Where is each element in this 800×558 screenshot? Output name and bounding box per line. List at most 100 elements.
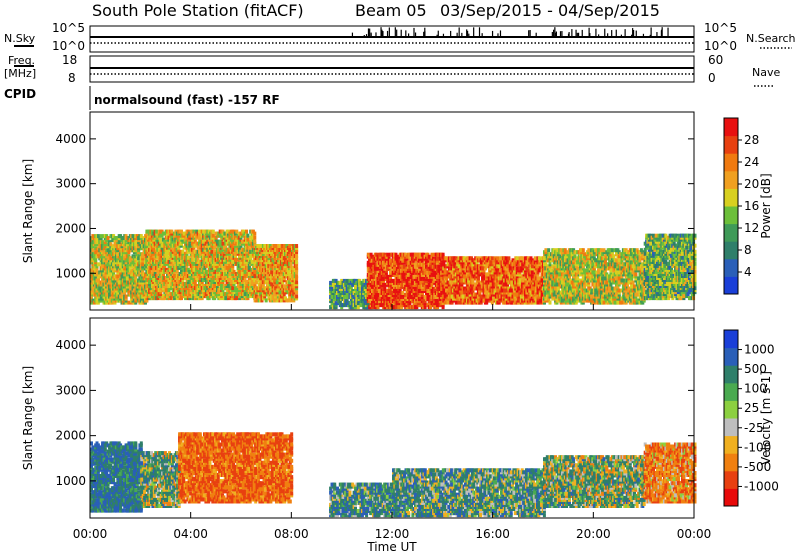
- nsky-label: N.Sky: [4, 32, 36, 45]
- heatmap-cell: [276, 280, 279, 284]
- heatmap-cell: [233, 270, 236, 274]
- heatmap-cell: [212, 230, 215, 234]
- heatmap-cell: [403, 265, 406, 269]
- heatmap-cell: [246, 234, 249, 238]
- heatmap-cell: [155, 230, 158, 234]
- heatmap-cell: [288, 258, 291, 262]
- heatmap-cell: [148, 280, 151, 284]
- heatmap-cell: [343, 295, 346, 299]
- nave-tick-bottom: 0: [708, 71, 716, 85]
- power-heatmap: [90, 230, 697, 310]
- heatmap-cell: [170, 230, 173, 234]
- heatmap-cell: [246, 238, 249, 242]
- heatmap-cell: [424, 305, 427, 309]
- heatmap-cell: [386, 253, 389, 257]
- heatmap-cell: [192, 258, 195, 262]
- heatmap-cell: [428, 255, 431, 259]
- heatmap-cell: [234, 252, 237, 256]
- heatmap-cell: [462, 295, 465, 299]
- freq-unit-label: [MHz]: [4, 67, 36, 80]
- freq-tick-bottom: 8: [68, 71, 76, 85]
- heatmap-cell: [234, 286, 237, 290]
- heatmap-cell: [458, 264, 461, 268]
- heatmap-cell: [210, 250, 213, 254]
- heatmap-cell: [127, 301, 130, 305]
- heatmap-cell: [374, 271, 377, 275]
- heatmap-cell: [255, 280, 258, 284]
- heatmap-cell: [181, 250, 184, 254]
- heatmap-cell: [108, 281, 111, 285]
- heatmap-cell: [188, 244, 191, 248]
- heatmap-cell: [198, 270, 201, 274]
- nsearch-tick-bottom: 10^0: [704, 39, 737, 53]
- heatmap-cell: [295, 294, 298, 298]
- heatmap-cell: [295, 244, 298, 248]
- heatmap-cell: [367, 291, 370, 295]
- heatmap-cell: [335, 301, 338, 305]
- date-range-title: 03/Sep/2015 - 04/Sep/2015: [440, 1, 660, 20]
- heatmap-cell: [253, 240, 256, 244]
- heatmap-cell: [455, 301, 458, 305]
- heatmap-cell: [251, 260, 254, 264]
- heatmap-cell: [256, 244, 259, 248]
- heatmap-cell: [91, 248, 94, 252]
- heatmap-cell: [244, 270, 247, 274]
- freq-tick-top: 18: [62, 53, 77, 67]
- heatmap-cell: [180, 230, 183, 234]
- heatmap-cell: [422, 277, 425, 281]
- heatmap-cell: [442, 281, 445, 285]
- heatmap-cell: [192, 262, 195, 266]
- heatmap-cell: [116, 274, 119, 278]
- heatmap-cell: [295, 254, 298, 258]
- heatmap-cell: [125, 295, 128, 299]
- heatmap-cell: [357, 305, 360, 309]
- heatmap-cell: [266, 274, 269, 278]
- heatmap-cell: [245, 230, 248, 234]
- heatmap-cell: [100, 234, 103, 238]
- heatmap-cell: [245, 280, 248, 284]
- heatmap-cell: [107, 262, 110, 266]
- heatmap-cell: [279, 290, 282, 294]
- heatmap-cell: [407, 273, 410, 277]
- heatmap-cell: [176, 270, 179, 274]
- heatmap-cell: [458, 301, 461, 305]
- nave-tick-top: 60: [708, 53, 723, 67]
- heatmap-cell: [107, 236, 110, 240]
- heatmap-cell: [295, 260, 298, 264]
- heatmap-cell: [431, 253, 434, 257]
- heatmap-cell: [241, 240, 244, 244]
- nsky-spikes: [352, 27, 668, 37]
- heatmap-cell: [159, 238, 162, 242]
- heatmap-cell: [140, 234, 143, 238]
- heatmap-cell: [166, 256, 169, 260]
- heatmap-cell: [253, 236, 256, 240]
- heatmap-cell: [212, 234, 215, 238]
- nsearch-label: N.Search: [746, 32, 796, 45]
- heatmap-cell: [235, 230, 238, 234]
- cpid-text: normalsound (fast) -157 RF: [94, 93, 280, 107]
- heatmap-cell: [265, 298, 268, 302]
- heatmap-cell: [249, 254, 252, 258]
- nave-label: Nave: [752, 66, 780, 79]
- heatmap-cell: [377, 305, 380, 309]
- heatmap-cell: [235, 258, 238, 262]
- heatmap-cell: [444, 301, 447, 305]
- heatmap-cell: [480, 295, 483, 299]
- heatmap-cell: [295, 274, 298, 278]
- heatmap-cell: [295, 290, 298, 294]
- cpid-label: CPID: [4, 87, 36, 101]
- heatmap-cell: [295, 280, 298, 284]
- nsky-tick-bottom: 10^0: [52, 39, 85, 53]
- heatmap-cell: [474, 283, 477, 287]
- heatmap-cell: [401, 291, 404, 295]
- heatmap-cell: [220, 284, 223, 288]
- heatmap-cell: [235, 292, 238, 296]
- heatmap-cell: [118, 240, 121, 244]
- heatmap-cell: [354, 285, 357, 289]
- heatmap-cell: [126, 276, 129, 280]
- heatmap-cell: [97, 262, 100, 266]
- nsearch-tick-top: 10^5: [704, 21, 737, 35]
- nsky-tick-top: 10^5: [52, 21, 85, 35]
- heatmap-cell: [187, 256, 190, 260]
